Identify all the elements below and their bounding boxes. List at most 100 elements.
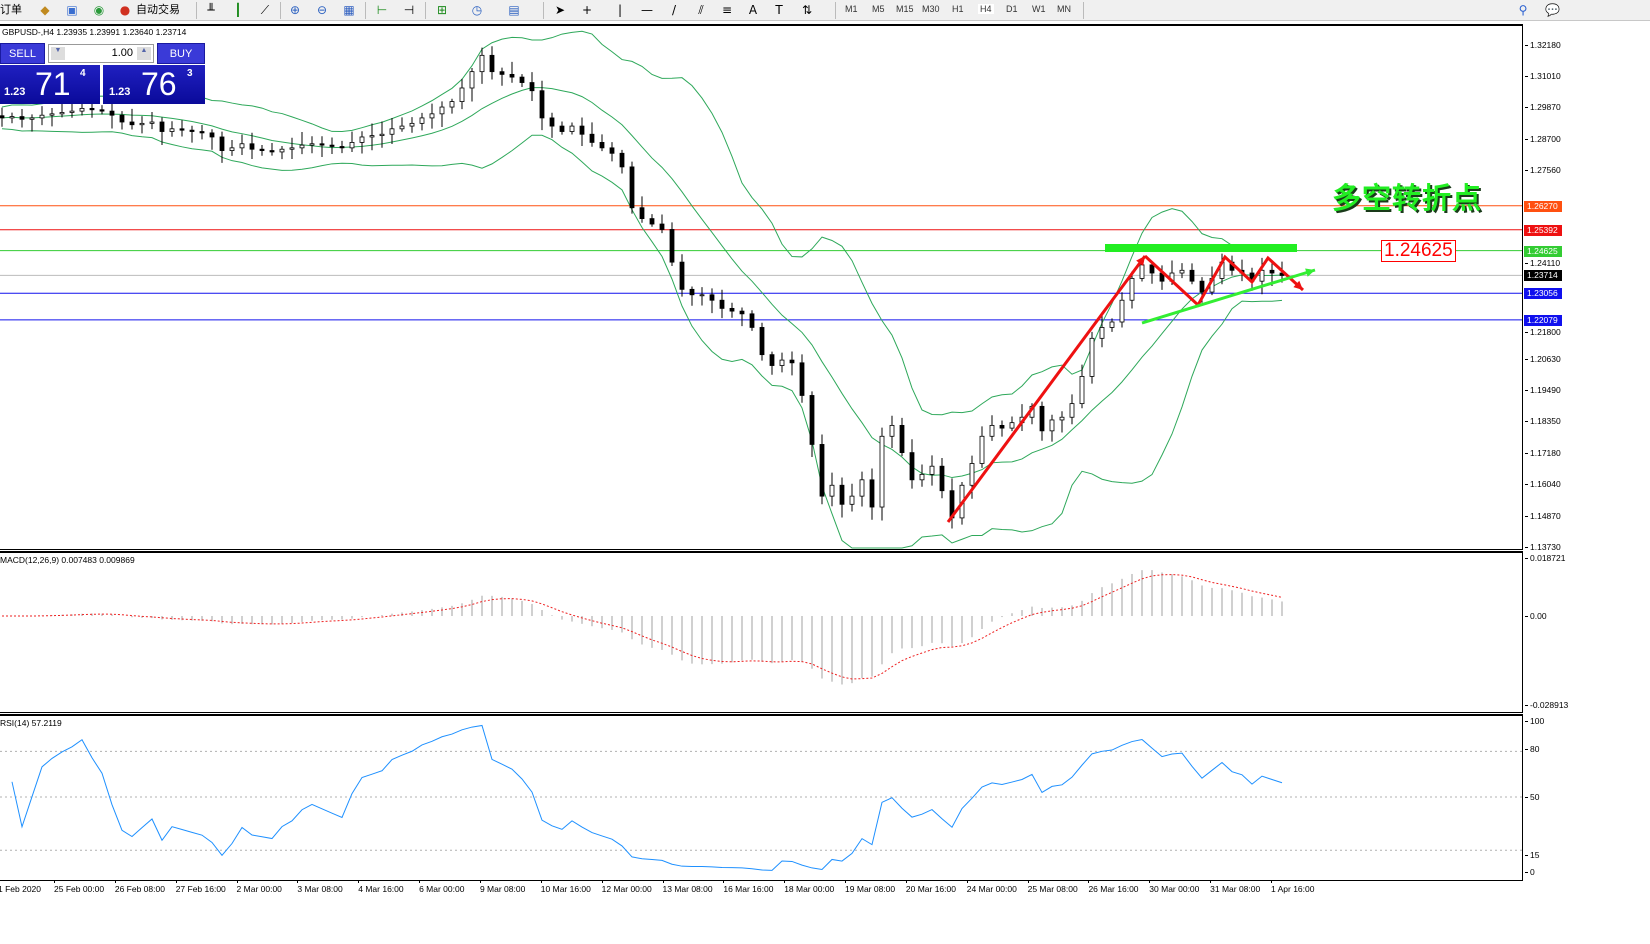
timeframe-h4[interactable]: H4 [978,4,994,14]
candle-body [559,125,565,132]
candlestick-icon[interactable]: ┃ [234,3,242,17]
candle-body [329,144,335,147]
candle-body [209,132,215,138]
candle-body [929,465,935,475]
candle-body [159,121,165,132]
timeframe-mn[interactable]: MN [1057,4,1071,14]
time-label: 3 Mar 08:00 [297,880,343,894]
candle-body [219,136,225,151]
autoscroll-icon[interactable]: ⊢ [376,3,388,17]
buy-price-tile[interactable]: 1.23 76 3 [103,65,205,104]
auto-trading-icon[interactable]: ● [119,3,131,17]
timeframe-d1[interactable]: D1 [1006,4,1018,14]
candle-body [1069,403,1075,418]
buy-price-big: 76 [141,66,177,102]
rsi-tick: 50 [1524,792,1540,802]
candle-body [639,207,645,219]
new-order-button[interactable]: 订单 [0,4,22,16]
lot-increase-icon[interactable]: ▲ [137,47,151,60]
candle-body [519,76,525,83]
time-label: 20 Mar 16:00 [905,880,956,894]
candle-body [69,110,75,113]
zigzag-arrow [1143,254,1305,308]
periods-clock-icon[interactable]: ◷ [471,3,483,17]
time-label: 24 Mar 00:00 [966,880,1017,894]
price-tick: 1.13730 [1525,541,1561,552]
time-label: 1 Apr 16:00 [1271,880,1315,894]
auto-trading-button[interactable]: 自动交易 [136,4,180,16]
time-label: 13 Mar 08:00 [662,880,713,894]
text-icon[interactable]: A [748,3,758,17]
cursor-icon[interactable]: ➤ [554,3,566,17]
candle-body [1199,280,1205,293]
support-arrow [1141,268,1316,325]
candle-body [739,310,745,315]
search-icon[interactable]: ⚲ [1518,3,1528,17]
candle-body [919,473,925,481]
time-label: 9 Mar 08:00 [479,880,526,894]
candle-body [509,73,515,78]
zoom-out-icon[interactable]: ⊖ [316,3,328,17]
trendline-icon[interactable]: / [671,3,677,17]
lot-decrease-icon[interactable]: ▼ [51,47,65,60]
arrows-icon[interactable]: ⇅ [801,3,813,17]
candle-body [1109,321,1115,328]
time-label: 19 Mar 08:00 [845,880,896,894]
strategy-tester-icon[interactable]: ◆ [40,3,50,17]
templates-icon[interactable]: ▤ [508,3,520,17]
candle-body [849,495,855,505]
history-icon[interactable]: ▣ [66,3,78,17]
price-tick: 1.14870 [1525,510,1561,521]
equidistant-channel-icon[interactable]: ⫽ [698,3,704,17]
timeframe-m1[interactable]: M1 [845,4,858,14]
price-tick: 1.32180 [1525,39,1561,50]
sell-price-point: 4 [80,68,86,79]
line-chart-icon[interactable]: ⟋ [260,3,270,17]
horizontal-line-icon[interactable]: — [641,3,653,17]
fibonacci-icon[interactable]: ≡ [721,3,733,17]
buy-button[interactable]: BUY [157,43,205,64]
timeframe-w1[interactable]: W1 [1032,4,1046,14]
candle-body [999,424,1005,429]
candle-body [429,113,435,119]
candle-body [1079,376,1085,405]
candle-body [39,114,45,119]
indicators-icon[interactable]: ⊞ [436,3,448,17]
zoom-in-icon[interactable]: ⊕ [289,3,301,17]
sell-button[interactable]: SELL [0,43,45,64]
price-level-tag: 1.26270 [1524,200,1562,212]
candle-body [649,218,655,225]
crosshair-icon[interactable]: + [581,3,593,17]
timeframe-m15[interactable]: M15 [896,4,914,14]
rsi-pane[interactable] [0,714,1523,881]
rsi-tick: 15 [1524,850,1540,860]
lot-size-input[interactable]: ▼ 1.00 ▲ [48,44,154,63]
signals-icon[interactable]: ◉ [93,3,105,17]
candle-body [189,129,195,132]
candle-body [1009,422,1015,429]
macd-pane[interactable] [0,551,1523,713]
bar-chart-icon[interactable]: ╨ [207,3,215,17]
candle-body [29,117,35,120]
main-chart-pane[interactable] [0,24,1523,550]
lot-value: 1.00 [111,47,133,59]
tile-windows-icon[interactable]: ▦ [343,3,355,17]
timeframe-m5[interactable]: M5 [872,4,885,14]
candle-body [1259,269,1265,282]
chat-icon[interactable]: 💬 [1545,3,1560,17]
candle-body [969,463,975,486]
timeframe-m30[interactable]: M30 [922,4,940,14]
candle-body [389,128,395,135]
candle-body [109,110,115,116]
text-label-icon[interactable]: T [775,3,783,17]
timeframe-h1[interactable]: H1 [952,4,964,14]
price-tick: 1.28700 [1525,134,1561,145]
candle-body [129,121,135,126]
sell-price-tile[interactable]: 1.23 71 4 [0,65,100,104]
chart-shift-icon[interactable]: ⊣ [403,3,415,17]
vertical-line-icon[interactable]: | [617,3,623,17]
candle-body [899,424,905,454]
resistance-zone-bar [1105,244,1297,252]
candle-body [49,113,55,116]
candle-body [989,424,995,437]
